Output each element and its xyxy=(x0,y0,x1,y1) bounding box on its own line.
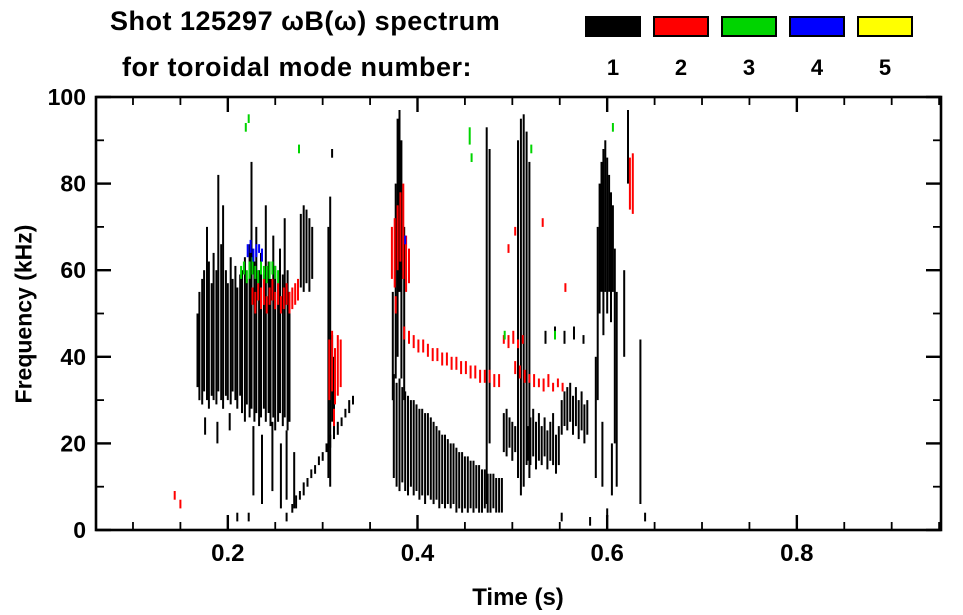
series-n=3 xyxy=(240,114,614,340)
legend-numbers: 1 2 3 4 5 xyxy=(585,55,925,81)
legend-swatch-n4 xyxy=(789,16,845,37)
y-tick-label: 40 xyxy=(60,344,86,370)
x-tick-label: 0.4 xyxy=(401,540,435,567)
series-n=1 xyxy=(196,110,647,526)
legend-label-n1: 1 xyxy=(606,55,620,80)
x-tick-label: 0.6 xyxy=(590,540,623,567)
legend-label-n3: 3 xyxy=(742,55,756,80)
x-axis-title: Time (s) xyxy=(472,584,564,611)
legend: 1 2 3 4 5 xyxy=(585,16,925,81)
y-tick-label: 100 xyxy=(48,84,86,110)
legend-swatch-n5 xyxy=(857,16,913,37)
y-tick-label: 60 xyxy=(60,257,86,283)
x-tick-label: 0.2 xyxy=(211,540,244,567)
x-tick-label: 0.8 xyxy=(780,540,813,567)
y-tick-label: 20 xyxy=(60,430,86,456)
y-axis-title: Frequency (kHz) xyxy=(10,224,37,404)
legend-label-n4: 4 xyxy=(810,55,824,80)
legend-swatch-n2 xyxy=(653,16,709,37)
y-tick-label: 0 xyxy=(73,517,86,543)
y-tick-label: 80 xyxy=(60,171,86,197)
axes: 0.2 0.4 0.6 0.8 0 20 40 60 80 100 xyxy=(48,84,943,567)
chart-subtitle: for toroidal mode number: xyxy=(122,52,472,82)
chart-title: Shot 125297 ωB(ω) spectrum xyxy=(110,6,501,36)
legend-swatch-n1 xyxy=(585,16,641,37)
legend-label-n2: 2 xyxy=(674,55,688,80)
legend-label-n5: 5 xyxy=(878,55,892,80)
legend-swatches xyxy=(585,16,925,37)
series-n=2 xyxy=(173,153,634,509)
series-n=4 xyxy=(246,235,407,262)
legend-swatch-n3 xyxy=(721,16,777,37)
